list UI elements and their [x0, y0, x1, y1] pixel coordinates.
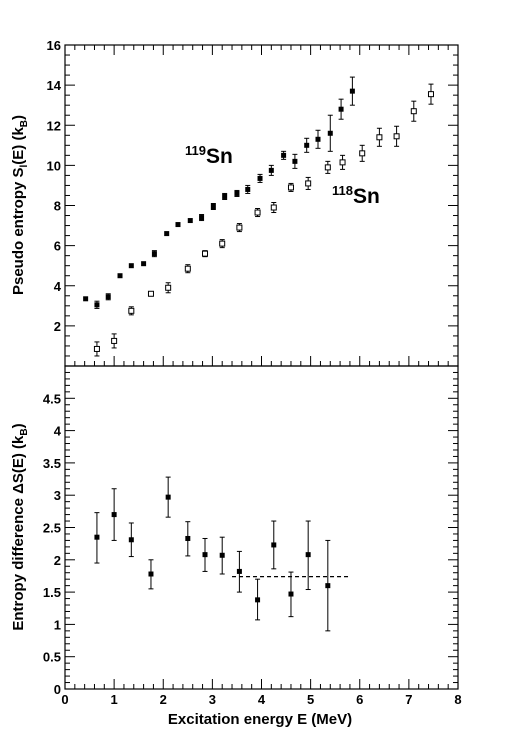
bottom-y-tick-label: 0.5: [43, 650, 61, 665]
entropy-difference-point: [236, 568, 242, 574]
sn118-point: [287, 184, 294, 191]
sn119-point: [128, 263, 134, 269]
sn119-point: [327, 130, 333, 136]
sn119-point: [222, 193, 228, 199]
sn119-point: [210, 204, 216, 210]
sn118-point: [202, 250, 209, 257]
entropy-difference-point: [202, 552, 208, 558]
sn119-point: [105, 294, 111, 300]
bottom-y-tick-label: 2: [54, 553, 61, 568]
entropy-difference-point: [255, 597, 261, 603]
x-tick-label: 3: [209, 692, 216, 707]
entropy-difference-point: [185, 535, 191, 541]
entropy-difference-point: [165, 494, 171, 500]
x-tick-label: 5: [307, 692, 314, 707]
bottom-y-tick-label: 0: [54, 682, 61, 697]
x-tick-label: 1: [111, 692, 118, 707]
sn119-point: [83, 296, 89, 302]
sn119-point: [141, 261, 147, 267]
annotation-sn119: 119Sn: [185, 143, 233, 168]
bottom-y-tick-label: 4.5: [43, 391, 61, 406]
sn118-point: [128, 307, 135, 314]
bottom-panel: 0 0.5 1 1.5 2 2.5 3 3.5 4 4.5 0 1 2 3 4 5 6 7 8 Entropy d…: [10, 365, 462, 728]
sn118-point: [165, 284, 172, 291]
sn118-point: [305, 180, 312, 187]
sn118-point: [219, 240, 226, 247]
sn119-point: [151, 251, 157, 257]
bottom-y-tick-label: 1: [54, 617, 61, 632]
sn118-point: [376, 134, 383, 141]
sn118-point: [393, 133, 400, 140]
sn119-point: [338, 106, 344, 112]
x-tick-label: 0: [61, 692, 68, 707]
bottom-y-axis-title: Entropy difference ΔS(E) (kB): [10, 423, 30, 630]
top-y-tick-label: 8: [54, 199, 61, 214]
entropy-difference-point: [305, 552, 311, 558]
top-y-tick-label: 10: [47, 158, 61, 173]
top-y-tick-label: 12: [47, 118, 61, 133]
sn119-point: [281, 152, 287, 158]
entropy-difference-point: [128, 537, 134, 543]
x-tick-label: 2: [160, 692, 167, 707]
sn118-point: [410, 108, 417, 115]
sn118-point: [254, 209, 261, 216]
sn119-point: [234, 190, 240, 196]
entropy-difference-point: [288, 591, 294, 597]
sn119-point: [199, 215, 205, 221]
entropy-difference-point: [271, 542, 277, 548]
x-tick-label: 6: [356, 692, 363, 707]
sn119-point: [164, 231, 170, 237]
sn118-point: [93, 345, 100, 352]
sn118-point: [359, 150, 366, 157]
entropy-difference-point: [219, 552, 225, 558]
sn118-point: [147, 290, 154, 297]
top-y-tick-label: 14: [47, 78, 62, 93]
sn118-point: [324, 164, 331, 171]
sn119-point: [349, 88, 355, 94]
sn119-point: [257, 175, 263, 181]
x-tick-label: 4: [258, 692, 266, 707]
sn119-point: [245, 186, 251, 192]
top-y-tick-label: 4: [54, 279, 62, 294]
x-axis-title: Excitation energy E (MeV): [168, 711, 352, 728]
bottom-y-tick-label: 2.5: [43, 521, 61, 536]
entropy-difference-point: [111, 512, 117, 518]
x-tick-label: 8: [454, 692, 461, 707]
top-y-tick-label: 6: [54, 239, 61, 254]
sn119-point: [94, 302, 100, 308]
sn118-point: [270, 204, 277, 211]
sn118-point: [339, 159, 346, 166]
x-tick-label: 7: [405, 692, 412, 707]
entropy-difference-point: [94, 534, 100, 540]
sn119-point: [117, 273, 123, 279]
sn118-point: [111, 337, 118, 344]
sn119-point: [292, 158, 298, 164]
bottom-y-tick-label: 1.5: [43, 585, 61, 600]
sn118-point: [236, 224, 243, 231]
sn119-point: [175, 222, 181, 228]
top-plot-frame: [64, 44, 459, 367]
top-y-tick-label: 16: [47, 38, 61, 53]
top-y-axis-title: Pseudo entropy Sl(E) (kB): [10, 115, 30, 295]
bottom-y-tick-label: 4: [54, 424, 62, 439]
sn119-point: [304, 142, 310, 148]
sn119-point: [187, 218, 193, 224]
top-panel: 2 4 6 8 10 12 14 16 Pseudo entropy Sl(E) (kB) 1…: [10, 38, 459, 367]
entropy-difference-point: [148, 571, 154, 577]
bottom-y-tick-label: 3.5: [43, 456, 61, 471]
sn118-point: [184, 265, 191, 272]
bottom-y-tick-label: 3: [54, 488, 61, 503]
annotation-sn118: 118Sn: [332, 183, 380, 208]
sn119-point: [268, 167, 274, 173]
top-y-tick-label: 2: [54, 319, 61, 334]
sn119-point: [315, 136, 321, 142]
sn118-point: [427, 91, 434, 98]
bottom-plot-frame: [64, 365, 459, 690]
entropy-difference-point: [325, 583, 331, 589]
